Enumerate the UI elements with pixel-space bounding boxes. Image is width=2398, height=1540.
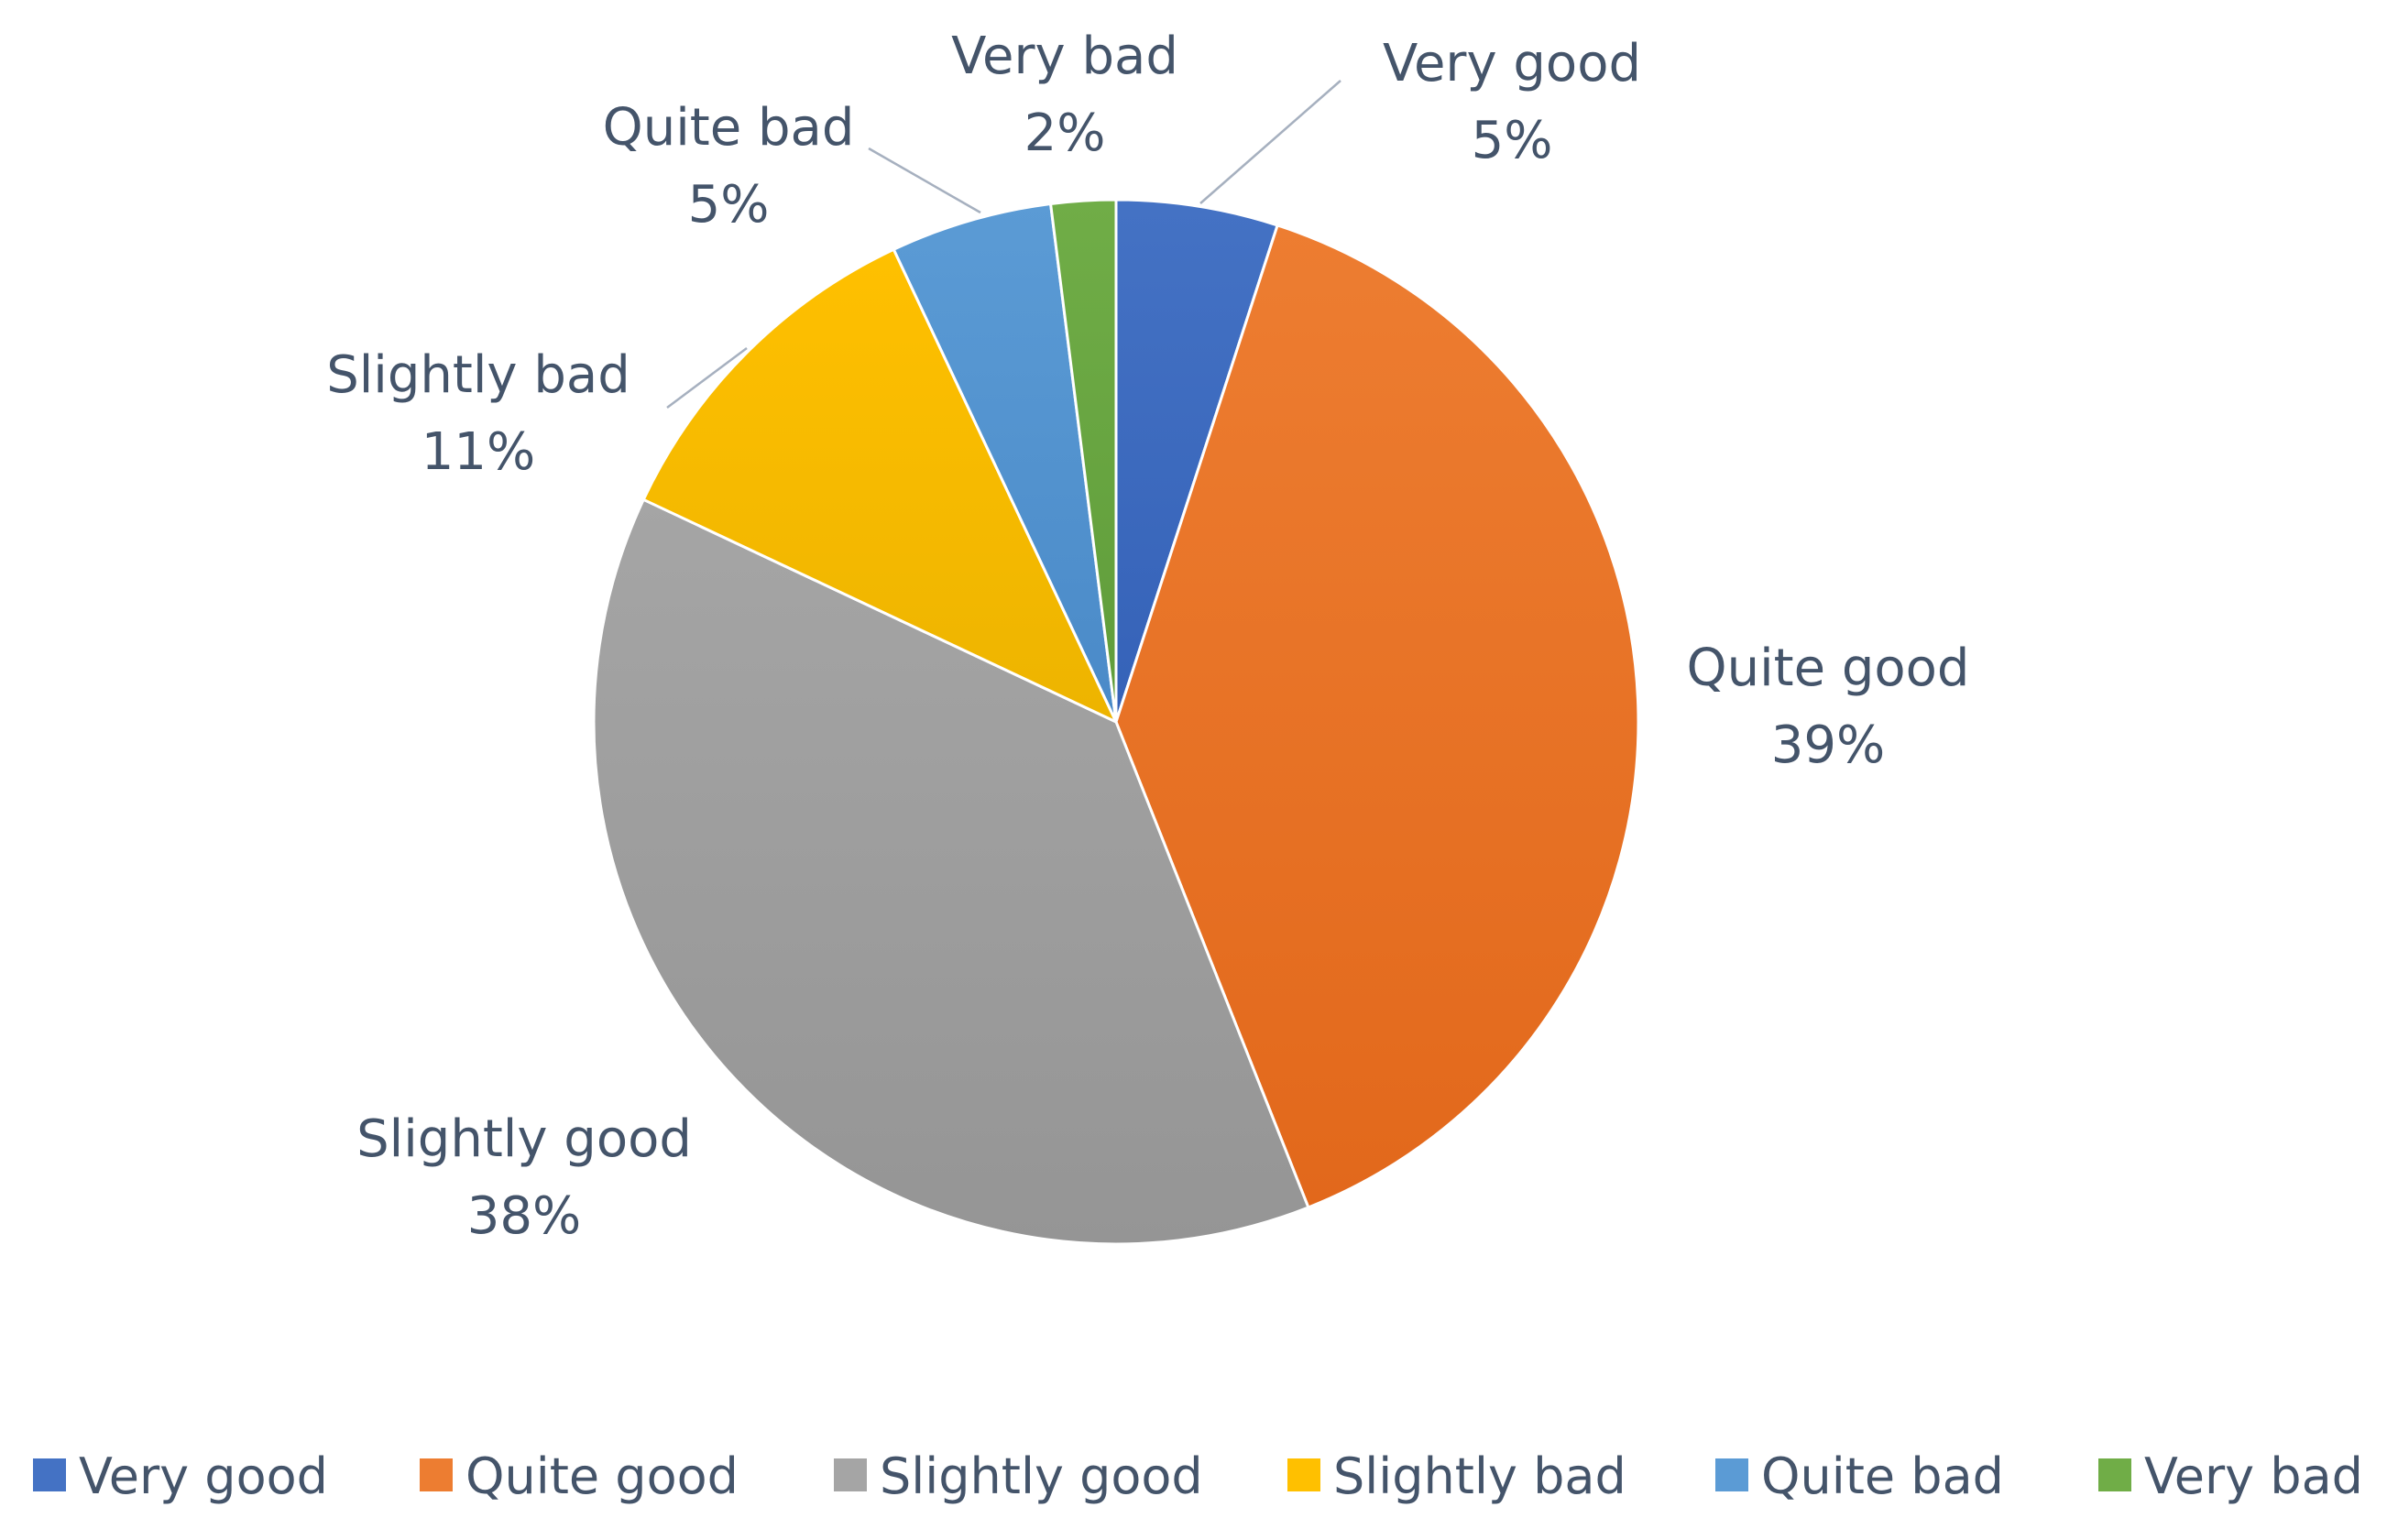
data-label-value-very-bad: 2% (1024, 104, 1106, 163)
legend-item-slightly-bad: Slightly bad (1287, 1447, 1626, 1505)
data-label-value-slightly-good: 38% (467, 1186, 581, 1246)
legend-item-quite-good: Quite good (420, 1447, 739, 1505)
legend-item-slightly-good: Slightly good (834, 1447, 1203, 1505)
data-label-name-slightly-good: Slightly good (356, 1109, 692, 1169)
pie-slices (592, 198, 1640, 1246)
legend-label-very-bad: Very bad (2144, 1447, 2363, 1505)
legend-swatch-slightly-bad (1287, 1458, 1320, 1491)
legend-label-slightly-good: Slightly good (880, 1447, 1203, 1505)
legend-item-very-bad: Very bad (2098, 1447, 2363, 1505)
pie-slice-very-good (1114, 198, 1279, 724)
pie-slice-slightly-good (592, 497, 1310, 1246)
leader-line-very-good (1199, 80, 1341, 204)
legend: Very good Quite good Slightly good Slightly… (33, 1447, 2363, 1505)
legend-swatch-very-good (33, 1458, 66, 1491)
data-label-name-slightly-bad: Slightly bad (326, 345, 630, 405)
legend-item-very-good: Very good (33, 1447, 328, 1505)
legend-swatch-slightly-good (834, 1458, 867, 1491)
data-label-value-very-good: 5% (1472, 111, 1553, 170)
data-label-value-quite-bad: 5% (688, 175, 770, 235)
legend-label-quite-good: Quite good (465, 1447, 739, 1505)
leader-line-quite-bad (868, 147, 981, 214)
data-label-value-quite-good: 39% (1771, 715, 1885, 775)
legend-item-quite-bad: Quite bad (1715, 1447, 2004, 1505)
leader-line-slightly-bad (666, 346, 748, 410)
data-label-name-quite-good: Quite good (1687, 639, 1970, 698)
data-label-value-slightly-bad: 11% (422, 422, 535, 482)
legend-swatch-quite-good (420, 1458, 453, 1491)
data-label-name-quite-bad: Quite bad (603, 98, 855, 158)
data-label-name-very-bad: Very bad (951, 27, 1178, 86)
leader-lines (666, 80, 1341, 410)
data-labels: Very good 5% Quite good 39% Slightly good 38%… (326, 27, 1969, 1246)
legend-label-quite-bad: Quite bad (1761, 1447, 2004, 1505)
legend-swatch-very-bad (2098, 1458, 2131, 1491)
legend-label-slightly-bad: Slightly bad (1333, 1447, 1626, 1505)
pie-slice-quite-bad (892, 202, 1118, 724)
legend-swatch-quite-bad (1715, 1458, 1748, 1491)
legend-label-very-good: Very good (79, 1447, 328, 1505)
pie-slice-very-bad (1049, 198, 1118, 724)
data-label-name-very-good: Very good (1383, 34, 1641, 93)
pie-slice-slightly-bad (641, 247, 1118, 724)
pie-slice-quite-good (1114, 224, 1640, 1209)
